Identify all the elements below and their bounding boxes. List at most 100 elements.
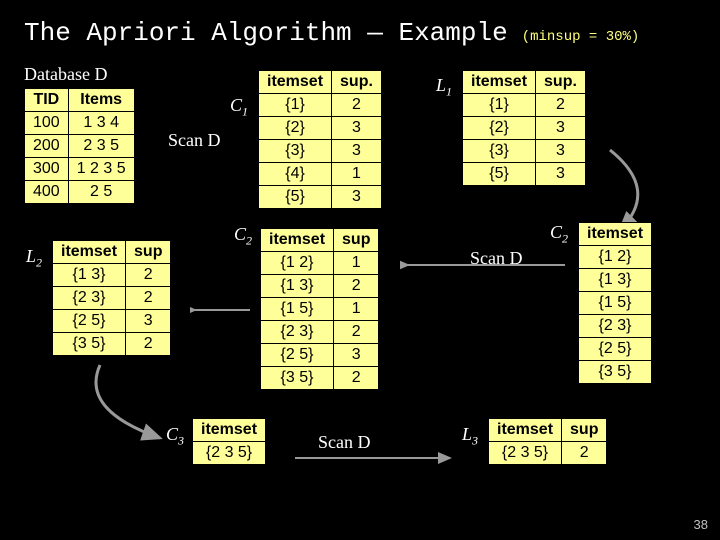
table-row: {1 2}1 bbox=[261, 252, 379, 275]
table-row: {2}3 bbox=[259, 117, 382, 140]
table-cell: {4} bbox=[259, 163, 332, 186]
table-cell: {1} bbox=[463, 94, 536, 117]
table-cell: {2 3} bbox=[53, 287, 126, 310]
arrow-l2-to-c3 bbox=[70, 360, 180, 450]
col-header: itemset bbox=[463, 71, 536, 94]
table-row: {2 3}2 bbox=[53, 287, 171, 310]
col-header: itemset bbox=[489, 419, 562, 442]
table-cell: {1 5} bbox=[261, 298, 334, 321]
table-cell: 3 bbox=[332, 117, 382, 140]
table-row: 4002 5 bbox=[25, 181, 135, 204]
table-cell: 1 bbox=[334, 252, 379, 275]
table-cell: 3 bbox=[126, 310, 171, 333]
label-database-d: Database D bbox=[24, 64, 107, 85]
table-cell: 3 bbox=[536, 140, 586, 163]
table-cell: {2} bbox=[259, 117, 332, 140]
table-cell: 2 bbox=[126, 287, 171, 310]
table-database-d: TIDItems1001 3 42002 3 53001 2 3 54002 5 bbox=[24, 88, 135, 204]
table-c3: itemset{2 3 5} bbox=[192, 418, 266, 465]
table-cell: {3} bbox=[259, 140, 332, 163]
table-row: {1 2} bbox=[579, 246, 652, 269]
arrow-c2a-to-l2 bbox=[190, 300, 255, 320]
col-header: sup. bbox=[332, 71, 382, 94]
table-row: {3 5}2 bbox=[53, 333, 171, 356]
page-number: 38 bbox=[694, 517, 708, 532]
table-row: {1}2 bbox=[259, 94, 382, 117]
table-cell: {1} bbox=[259, 94, 332, 117]
col-header: TID bbox=[25, 89, 69, 112]
table-cell: {3 5} bbox=[261, 367, 334, 390]
table-cell: 2 5 bbox=[68, 181, 134, 204]
table-cell: {1 2} bbox=[261, 252, 334, 275]
table-row: {1 3}2 bbox=[261, 275, 379, 298]
table-cell: 1 bbox=[334, 298, 379, 321]
slide-title: The Apriori Algorithm — Example bbox=[24, 18, 508, 48]
col-header: itemset bbox=[53, 241, 126, 264]
table-cell: 300 bbox=[25, 158, 69, 181]
col-header: itemset bbox=[579, 223, 652, 246]
table-cell: 2 3 5 bbox=[68, 135, 134, 158]
table-c2-sup: itemsetsup{1 2}1{1 3}2{1 5}1{2 3}2{2 5}3… bbox=[260, 228, 379, 390]
table-cell: 1 bbox=[332, 163, 382, 186]
table-cell: 3 bbox=[536, 117, 586, 140]
table-cell: {1 2} bbox=[579, 246, 652, 269]
table-row: {3 5} bbox=[579, 361, 652, 384]
table-row: {3}3 bbox=[259, 140, 382, 163]
table-row: {2 3}2 bbox=[261, 321, 379, 344]
col-header: itemset bbox=[193, 419, 266, 442]
table-row: {3 5}2 bbox=[261, 367, 379, 390]
table-row: {4}1 bbox=[259, 163, 382, 186]
table-row: {1}2 bbox=[463, 94, 586, 117]
table-row: {2 3 5} bbox=[193, 442, 266, 465]
table-cell: {2 3 5} bbox=[193, 442, 266, 465]
table-row: 3001 2 3 5 bbox=[25, 158, 135, 181]
col-header: Items bbox=[68, 89, 134, 112]
table-cell: {5} bbox=[259, 186, 332, 209]
table-row: {2}3 bbox=[463, 117, 586, 140]
table-cell: {3 5} bbox=[53, 333, 126, 356]
table-row: {1 5} bbox=[579, 292, 652, 315]
table-cell: {3} bbox=[463, 140, 536, 163]
label-scan-d-1: Scan D bbox=[168, 130, 221, 151]
arrow-c3-to-l3 bbox=[290, 418, 460, 478]
table-row: {5}3 bbox=[463, 163, 586, 186]
label-c3: C3 bbox=[166, 424, 184, 449]
arrow-c2b-to-c2a bbox=[400, 250, 570, 280]
label-l1: L1 bbox=[436, 75, 452, 100]
table-cell: 3 bbox=[332, 186, 382, 209]
table-row: {1 3} bbox=[579, 269, 652, 292]
table-c2-itemset: itemset{1 2}{1 3}{1 5}{2 3}{2 5}{3 5} bbox=[578, 222, 652, 384]
table-cell: {5} bbox=[463, 163, 536, 186]
table-cell: {1 3} bbox=[261, 275, 334, 298]
table-row: {1 3}2 bbox=[53, 264, 171, 287]
table-cell: 2 bbox=[562, 442, 607, 465]
table-cell: 2 bbox=[334, 275, 379, 298]
table-cell: {2 3} bbox=[579, 315, 652, 338]
minsup-label: (minsup = 30%) bbox=[522, 29, 640, 45]
table-cell: {2 5} bbox=[53, 310, 126, 333]
table-cell: 1 3 4 bbox=[68, 112, 134, 135]
table-row: {1 5}1 bbox=[261, 298, 379, 321]
table-cell: {1 3} bbox=[579, 269, 652, 292]
table-cell: {2 3} bbox=[261, 321, 334, 344]
label-l2: L2 bbox=[26, 246, 42, 271]
table-cell: {2 3 5} bbox=[489, 442, 562, 465]
table-cell: 2 bbox=[332, 94, 382, 117]
table-c1: itemsetsup.{1}2{2}3{3}3{4}1{5}3 bbox=[258, 70, 382, 209]
table-row: {2 3} bbox=[579, 315, 652, 338]
table-cell: 1 2 3 5 bbox=[68, 158, 134, 181]
table-cell: {2 5} bbox=[579, 338, 652, 361]
table-row: 2002 3 5 bbox=[25, 135, 135, 158]
label-c1: C1 bbox=[230, 95, 248, 120]
table-cell: 400 bbox=[25, 181, 69, 204]
table-cell: 2 bbox=[126, 333, 171, 356]
label-l3: L3 bbox=[462, 424, 478, 449]
col-header: itemset bbox=[259, 71, 332, 94]
table-cell: {1 5} bbox=[579, 292, 652, 315]
table-cell: 3 bbox=[332, 140, 382, 163]
table-l1: itemsetsup.{1}2{2}3{3}3{5}3 bbox=[462, 70, 586, 186]
table-cell: 2 bbox=[536, 94, 586, 117]
col-header: itemset bbox=[261, 229, 334, 252]
table-l2: itemsetsup{1 3}2{2 3}2{2 5}3{3 5}2 bbox=[52, 240, 171, 356]
table-row: {2 5}3 bbox=[261, 344, 379, 367]
